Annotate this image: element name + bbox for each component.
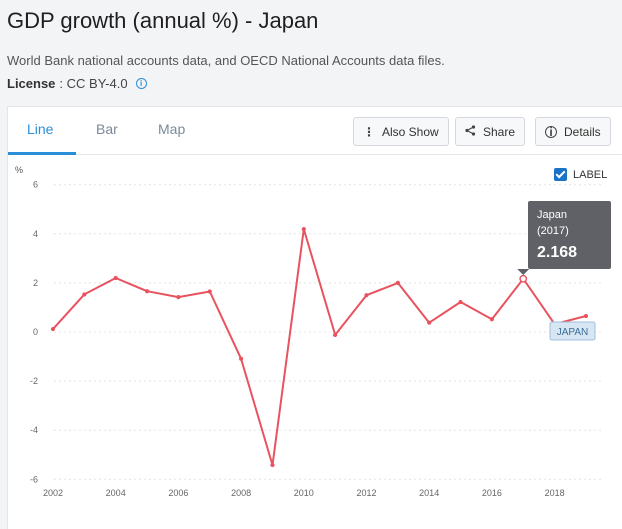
tab-bar[interactable]: Bar [96, 121, 118, 137]
chart-card: Line Bar Map ⋮ Also Show Share i Details… [7, 106, 622, 529]
details-button[interactable]: i Details [535, 117, 611, 146]
data-point [239, 356, 244, 361]
info-icon[interactable]: i [135, 78, 147, 89]
tooltip-country: Japan [537, 209, 567, 221]
y-tick-label: 0 [33, 327, 38, 337]
more-vertical-icon: ⋮ [363, 124, 375, 139]
data-point [395, 280, 400, 285]
tab-map[interactable]: Map [158, 121, 186, 137]
data-point [270, 462, 275, 468]
data-point [50, 326, 56, 332]
label-toggle-text: LABEL [573, 168, 608, 181]
y-tick-label: 2 [33, 278, 38, 288]
x-tick-label: 2002 [43, 488, 63, 498]
data-point [519, 274, 528, 283]
data-point [333, 332, 338, 338]
x-tick-label: 2008 [231, 488, 251, 498]
data-point [301, 227, 306, 232]
y-unit-label: % [15, 165, 23, 175]
details-label: Details [564, 124, 601, 139]
active-tab-indicator [8, 152, 76, 155]
data-point [489, 317, 495, 322]
y-tick-label: -6 [30, 474, 38, 484]
x-tick-label: 2004 [106, 488, 126, 498]
series-label-badge [549, 321, 596, 341]
tab-line[interactable]: Line [27, 121, 54, 137]
y-tick-label: 4 [33, 229, 38, 239]
info-circle-icon: i [545, 125, 557, 138]
chart-tabs: Line Bar Map ⋮ Also Show Share i Details [8, 107, 622, 155]
data-point [144, 289, 150, 294]
data-point [427, 320, 432, 325]
x-tick-label: 2018 [545, 488, 565, 498]
license-label: License [7, 76, 56, 91]
license-line: License : CC BY-4.0 i [7, 76, 147, 91]
x-tick-label: 2010 [294, 488, 314, 498]
x-tick-label: 2006 [168, 488, 188, 498]
share-icon [465, 124, 476, 139]
label-toggle[interactable]: LABEL [554, 168, 607, 181]
data-point [207, 289, 212, 294]
data-point [458, 299, 463, 305]
also-show-button[interactable]: ⋮ Also Show [353, 117, 449, 146]
tooltip-pointer [517, 269, 530, 275]
x-tick-label: 2012 [356, 488, 376, 498]
tooltip-box [528, 201, 611, 269]
tooltip-value: 2.168 [537, 244, 577, 261]
data-point [364, 293, 369, 298]
data-point [113, 275, 118, 281]
y-tick-label: -2 [30, 376, 38, 386]
data-point [583, 313, 589, 319]
series-line-japan [52, 228, 587, 467]
y-tick-label: 6 [33, 180, 38, 190]
source-text: World Bank national accounts data, and O… [7, 53, 445, 68]
share-label: Share [483, 124, 516, 139]
page-title: GDP growth (annual %) - Japan [7, 8, 319, 33]
data-point [82, 292, 87, 297]
label-checkbox[interactable] [554, 168, 567, 181]
license-value: : CC BY-4.0 [59, 76, 128, 91]
x-tick-label: 2014 [419, 488, 439, 498]
series-label-text: JAPAN [557, 327, 589, 338]
x-tick-label: 2016 [482, 488, 502, 498]
line-chart: % 6 4 2 0 -2 -4 -6 2002 2004 2006 2008 2010 2012 2014 2… [15, 165, 611, 498]
share-button[interactable]: Share [455, 117, 526, 146]
data-point [176, 295, 181, 300]
tooltip-year: (2017) [537, 225, 569, 237]
also-show-label: Also Show [382, 124, 439, 139]
y-tick-label: -4 [30, 425, 38, 435]
